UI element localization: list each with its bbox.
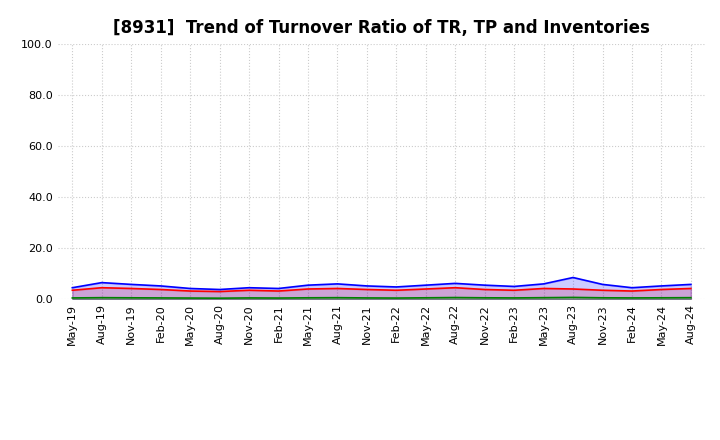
Title: [8931]  Trend of Turnover Ratio of TR, TP and Inventories: [8931] Trend of Turnover Ratio of TR, TP… — [113, 19, 650, 37]
